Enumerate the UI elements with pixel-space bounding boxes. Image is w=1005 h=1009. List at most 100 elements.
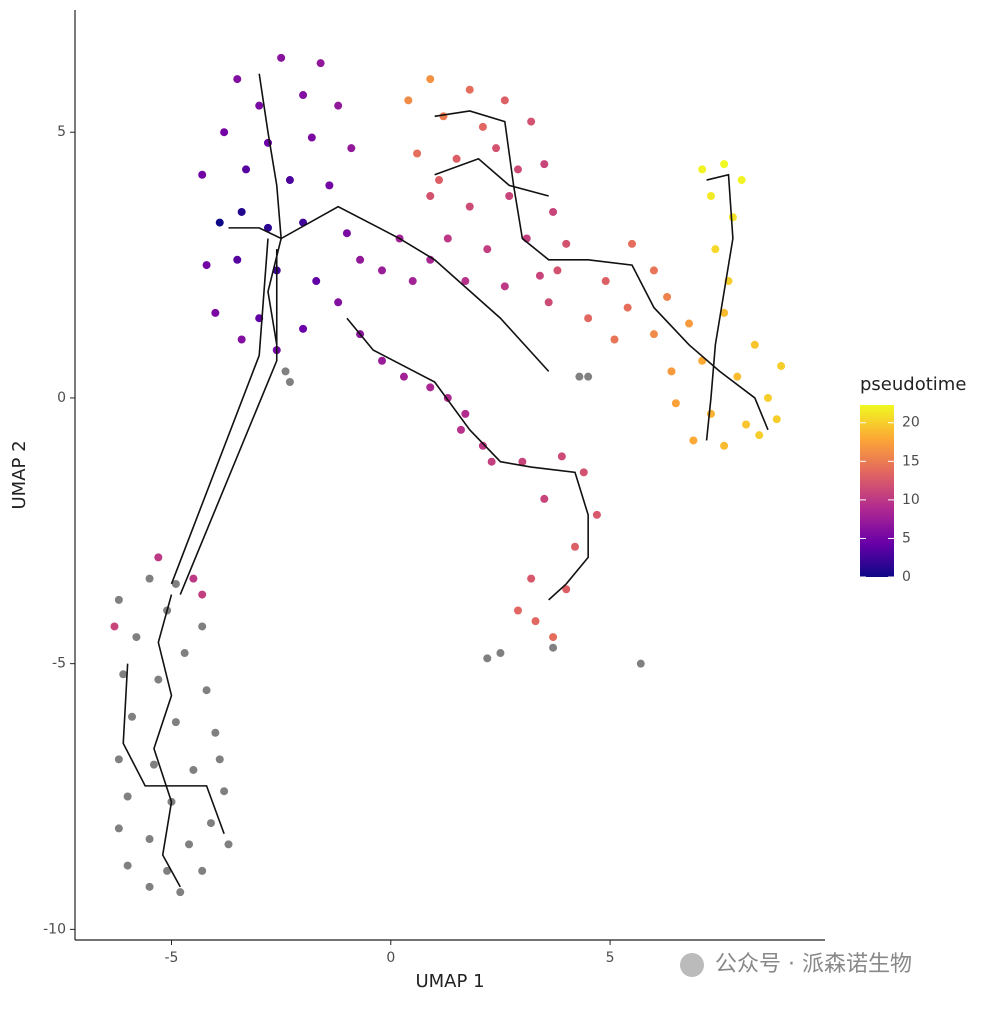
cell-point: [435, 176, 444, 185]
trajectory: [705, 173, 734, 441]
trajectory: [346, 317, 589, 601]
cell-point: [154, 675, 163, 684]
x-tick-label: -5: [165, 950, 179, 966]
cell-point: [487, 457, 496, 466]
cell-point: [663, 292, 672, 301]
cell-point: [452, 154, 461, 163]
cell-point: [202, 261, 211, 270]
cell-point: [518, 457, 527, 466]
cell-point: [145, 574, 154, 583]
cell-point: [206, 819, 215, 828]
cell-point: [312, 277, 321, 286]
colorbar-tick-label: 0: [902, 569, 911, 585]
cell-point: [531, 617, 540, 626]
cell-point: [237, 207, 246, 216]
x-tick-label: 5: [606, 950, 615, 966]
cell-point: [720, 308, 729, 317]
cell-point: [171, 579, 180, 588]
cell-point: [443, 234, 452, 243]
cell-point: [513, 606, 522, 615]
cell-point: [413, 149, 422, 158]
cell-point: [706, 192, 715, 200]
cell-point: [154, 553, 163, 562]
cell-point: [426, 192, 435, 200]
cell-point: [378, 356, 387, 365]
cell-point: [281, 367, 290, 376]
cell-point: [220, 128, 229, 137]
cell-point: [562, 239, 571, 248]
cell-point: [237, 335, 246, 344]
cell-point: [198, 622, 207, 631]
cell-point: [750, 340, 759, 349]
cell-point: [114, 595, 123, 604]
cell-point: [185, 840, 194, 849]
cell-point: [211, 728, 220, 737]
cell-point: [513, 165, 522, 174]
cell-point: [128, 712, 137, 721]
cell-point: [145, 835, 154, 844]
cell-point: [176, 888, 185, 897]
trajectory: [179, 249, 278, 595]
cell-point: [233, 255, 242, 264]
cell-point: [114, 755, 123, 764]
cell-point: [649, 266, 658, 275]
cell-point: [540, 160, 549, 169]
cell-point: [119, 670, 128, 679]
cell-point: [711, 245, 720, 254]
cell-point: [171, 718, 180, 727]
cell-point: [198, 170, 207, 179]
cell-point: [584, 314, 593, 323]
cell-point: [132, 633, 141, 642]
cell-point: [198, 590, 207, 599]
cell-point: [649, 330, 658, 339]
colorbar-title: pseudotime: [860, 374, 966, 395]
cell-point: [215, 755, 224, 764]
cell-point: [636, 659, 645, 668]
x-axis-title: UMAP 1: [415, 971, 484, 992]
cell-point: [378, 266, 387, 275]
cell-point: [356, 255, 365, 264]
cell-point: [610, 335, 619, 344]
y-tick-label: -10: [43, 921, 66, 937]
cell-point: [456, 425, 465, 434]
cell-point: [628, 239, 637, 248]
cell-point: [180, 649, 189, 658]
cell-point: [189, 765, 198, 774]
cell-point: [689, 436, 698, 445]
cell-point: [277, 53, 286, 62]
cell-point: [123, 861, 132, 870]
cell-point: [465, 202, 474, 211]
y-tick-label: -5: [52, 656, 66, 672]
watermark-icon: [680, 953, 704, 977]
cell-point: [478, 122, 487, 131]
cell-point: [399, 372, 408, 381]
colorbar-tick-label: 10: [902, 492, 920, 508]
cell-point: [316, 59, 325, 68]
y-tick-label: 0: [57, 390, 66, 406]
cell-point: [233, 75, 242, 84]
cell-point: [549, 643, 558, 652]
cell-point: [342, 229, 351, 238]
cell-point: [215, 218, 224, 227]
cell-point: [263, 223, 272, 232]
cell-point: [755, 431, 764, 440]
cell-point: [307, 133, 316, 142]
cell-point: [325, 181, 334, 190]
colorbar-tick-label: 15: [902, 453, 920, 469]
cell-point: [299, 324, 308, 333]
cell-point: [527, 117, 536, 126]
cell-point: [527, 574, 536, 583]
cell-point: [202, 686, 211, 695]
cell-point: [557, 452, 566, 461]
cell-point: [483, 245, 492, 254]
cell-point: [763, 393, 772, 402]
cell-point: [123, 792, 132, 801]
trajectory: [228, 205, 550, 372]
cell-point: [500, 96, 509, 105]
cell-point: [461, 277, 470, 286]
cell-point: [584, 372, 593, 381]
cell-point: [439, 112, 448, 121]
y-tick-label: 5: [57, 124, 66, 140]
cell-point: [685, 319, 694, 328]
